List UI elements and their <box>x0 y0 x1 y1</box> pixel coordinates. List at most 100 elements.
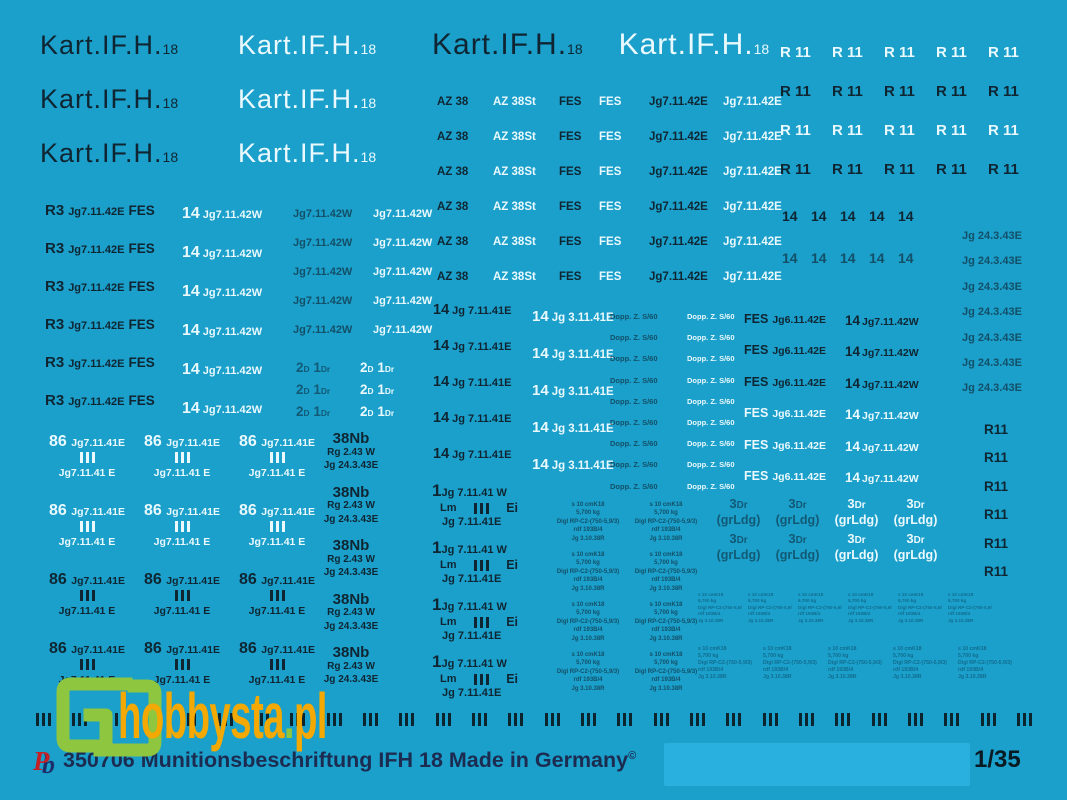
n86: 86 <box>144 502 162 519</box>
jg71141e: Jg7.11.41E <box>261 575 315 587</box>
tiny-line: Jg 3.10.38R <box>698 674 727 680</box>
fourteen-text: 14 <box>182 361 200 378</box>
dopp-marking: Dopp. Z. S/60 <box>610 354 658 364</box>
stb-line1: s 10 cmK18 <box>649 502 683 508</box>
tiny-line: Digl RP-C2-(750-5,9/3) <box>958 660 1012 666</box>
r3-column: R3 Jg7.11.42E FES R3 Jg7.11.42E FES R3 J… <box>45 202 155 409</box>
n1: 1 <box>432 595 442 614</box>
jg71142w-white: Jg7.11.42W <box>373 295 433 307</box>
grldg-row: 3Dr (grLdg) 3Dr (grLdg) 3Dr (grLdg) 3Dr (grL… <box>710 532 944 563</box>
jg71142w-pair-row: Jg7.11.42W Jg7.11.42W <box>293 324 453 336</box>
block-1jg: 1Jg 7.11.41 W Lm Ei Jg 7.11.41E <box>432 482 522 529</box>
fes-text: FES <box>128 355 155 370</box>
rg243w: Rg 2.43 W <box>327 446 375 458</box>
jg71142e-text: Jg7.11.42E <box>68 206 125 218</box>
fourteen-text: 14 <box>433 338 450 354</box>
jg71142w-pairs: Jg7.11.42W Jg7.11.42W Jg7.11.42W Jg7.11.… <box>293 208 453 336</box>
fourteen-marking: 14 <box>811 208 827 224</box>
kart-marking-dark: Kart.IF.H.18 <box>432 28 583 62</box>
tick-group-icon <box>980 713 996 726</box>
block-1jg-line1: 1Jg 7.11.41 W <box>432 595 522 614</box>
tally-bars-icon <box>79 452 95 463</box>
2d-1dr-rows: 2D 1Dr 2D 1Dr 2D 1Dr 2D 1Dr 2D 1Dr 2D 1D… <box>296 360 424 419</box>
fourteen-42w-marking: 14 Jg7.11.42W <box>845 337 919 368</box>
az38-dark: AZ 38 <box>437 201 469 213</box>
fes-text: FES <box>128 279 155 294</box>
tick-group-icon <box>181 713 197 726</box>
fourteen-jg71141e-marking: 14 Jg 7.11.41E <box>433 446 511 462</box>
kart-text: Kart.IF.H. <box>432 28 568 61</box>
r11-marking: R 11 <box>988 44 1019 61</box>
fourteen-marking: 14 <box>811 250 827 266</box>
jg71141-e: Jg7.11.41 E <box>248 674 306 686</box>
ei-text: Ei <box>506 558 518 572</box>
grldg-white: 3Dr (grLdg) <box>828 532 885 563</box>
grldg-text: (grLdg) <box>716 548 761 562</box>
stb-line4: rdf 193B/4 <box>651 527 681 534</box>
r3-text: R3 <box>45 240 65 257</box>
grldg-line1: 3Dr <box>828 497 885 513</box>
n3: 3 <box>788 496 796 511</box>
fes-dark: FES <box>559 166 582 178</box>
kart-sub-text: 18 <box>162 95 179 111</box>
jg71142w-text: Jg7.11.42W <box>202 287 263 299</box>
jg6-text: Jg6.11.42E <box>772 471 827 484</box>
jg71141e-text: Jg 7.11.41E <box>452 305 512 317</box>
fourteen-jg71141e-marking: 14 Jg 7.11.41E <box>433 374 511 390</box>
stb-line3: Digl RP-C2-(750-5,9/3) <box>634 518 698 525</box>
jg71141-e: Jg7.11.41 E <box>153 605 211 617</box>
kart-text: Kart.IF.H. <box>40 138 163 168</box>
grldg-line1: 3Dr <box>828 532 885 548</box>
brand-tld: pl <box>293 680 328 752</box>
fourteen-text: 14 <box>433 446 450 462</box>
tick-group-icon <box>508 713 524 726</box>
subdr: Dr <box>736 535 748 546</box>
stb-line2: 5,700 kg <box>654 610 678 617</box>
jg71141-e: Jg7.11.41 E <box>58 605 116 617</box>
jg24343e-marking: Jg 24.3.43E <box>962 255 1022 268</box>
tiny-text-row-b: s 10 cmK18 5,700 kg Digl RP-C2-(750-5,9/… <box>698 646 1014 681</box>
grldg-line1: 3Dr <box>710 532 767 548</box>
kart-markings-left: Kart.IF.H.18 Kart.IF.H.18 Kart.IF.H.18 K… <box>40 30 390 169</box>
hobbysta-bracket-logo-icon <box>50 674 168 765</box>
jg6-text: Jg6.11.42E <box>772 376 827 389</box>
2d-1dr-white: 2D 1Dr <box>360 404 408 419</box>
jg6-text: Jg6.11.42E <box>772 345 827 358</box>
jg24343e: Jg 24.3.43E <box>323 674 379 685</box>
stb-line4: rdf 193B/4 <box>651 677 681 684</box>
fourteen-marking: 14 <box>840 208 856 224</box>
brand-text: hobbysta <box>118 680 284 752</box>
jg71142w-pair-row: Jg7.11.42W Jg7.11.42W <box>293 266 453 278</box>
jg71142e-white: Jg7.11.42E <box>723 271 782 283</box>
jg24343e-marking: Jg 24.3.43E <box>962 331 1022 344</box>
block-86-line1: 86 Jg7.11.41E <box>234 434 320 451</box>
subd: D <box>367 364 374 374</box>
r11-marking: R11 <box>984 450 1009 466</box>
fourteen-42w-marking: 14 Jg7.11.42W <box>845 306 919 337</box>
jg71142w-text: Jg7.11.42W <box>202 209 263 221</box>
ei-text: Ei <box>506 672 518 686</box>
subd: D <box>303 408 310 418</box>
tiny-text-block: s 10 cmK18 5,700 kg Digl RP-C2-(750-5,9/… <box>698 646 754 681</box>
block-1jg-line1: 1Jg 7.11.41 W <box>432 482 522 500</box>
n1: 1 <box>432 538 442 557</box>
tiny-line: Digl RP-C2-(750-5,9/3) <box>898 604 942 610</box>
tick-group-icon <box>907 713 923 726</box>
n86: 86 <box>239 571 257 588</box>
fourteen-42w-marking: 14 Jg7.11.42W <box>845 400 919 431</box>
jg24343e-column: Jg 24.3.43E Jg 24.3.43E Jg 24.3.43E Jg 24.… <box>962 224 1022 402</box>
stb-line4: rdf 193B/4 <box>573 577 603 584</box>
dopp-column-white: Dopp. Z. S/60 Dopp. Z. S/60 Dopp. Z. S/60… <box>687 306 735 497</box>
n3: 3 <box>847 531 855 546</box>
grldg-dark: 3Dr (grLdg) <box>710 497 767 528</box>
jg24343e-marking: Jg 24.3.43E <box>962 382 1022 395</box>
jg6-text: Jg6.11.42E <box>772 439 827 452</box>
subdr: Dr <box>320 408 331 418</box>
fourteen-row: 14 14 14 14 14 <box>782 250 927 266</box>
tiny-text-block: s 10 cmK18 5,700 kg Digl RP-C2-(750-5,9/… <box>893 646 949 681</box>
fes-text: FES <box>128 241 155 256</box>
jg71142e-text: Jg7.11.42E <box>68 282 125 294</box>
kart-text: Kart.IF.H. <box>238 30 361 60</box>
stb-line3: Digl RP-C2-(750-5,9/3) <box>634 668 698 675</box>
fes-dark: FES <box>559 201 582 213</box>
